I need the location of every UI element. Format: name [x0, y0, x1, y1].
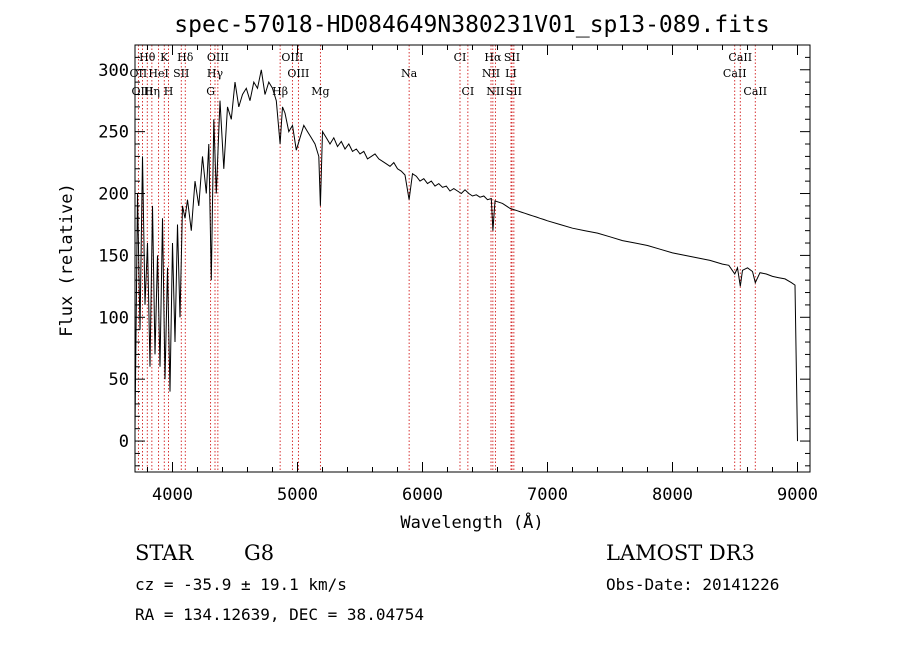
spectral-line-label: G: [206, 85, 215, 98]
spectral-line-label: H: [164, 85, 174, 98]
y-axis-ticks: 0 50 100 150 200 250 300: [98, 44, 810, 467]
coordinates-text: RA = 134.12639, DEC = 38.04754: [135, 605, 424, 624]
x-tick-label: 9000: [777, 485, 818, 505]
spectral-line-label: Hγ: [207, 67, 224, 80]
y-tick-label: 0: [119, 432, 129, 452]
obs-date-text: Obs-Date: 20141226: [606, 575, 779, 594]
spectral-line-label: OIII: [287, 67, 309, 80]
spectral-line-label: CaII: [728, 51, 752, 64]
spectral-line-label: LI: [505, 67, 517, 80]
spectral-line-label: OIII: [207, 51, 229, 64]
spectral-line-label: CaII: [743, 85, 767, 98]
y-tick-label: 200: [98, 185, 129, 205]
spectral-line-label: OIII: [281, 51, 303, 64]
spectral-line-label: SII: [173, 67, 189, 80]
spectral-line-markers: [137, 45, 756, 472]
subclass: G8: [244, 541, 274, 565]
redshift-text: cz = -35.9 ± 19.1 km/s: [135, 575, 347, 594]
x-tick-label: 8000: [652, 485, 693, 505]
object-type: STAR: [135, 541, 194, 565]
spectral-line-label: K: [160, 51, 169, 64]
y-tick-label: 250: [98, 123, 129, 143]
plot-frame: [134, 44, 811, 473]
chart-title: spec-57018-HD084649N380231V01_sp13-089.f…: [174, 12, 769, 38]
y-axis-label: Flux (relative): [57, 183, 77, 337]
x-tick-label: 6000: [402, 485, 443, 505]
spectral-line-label: HeI: [148, 67, 168, 80]
spectrum-series-line: [134, 69, 798, 442]
spectral-line-label: Hθ: [139, 51, 156, 64]
spectral-line-label: Hδ: [177, 51, 194, 64]
x-tick-label: 7000: [527, 485, 568, 505]
spectral-line-label: Mg: [311, 85, 329, 98]
y-tick-label: 50: [109, 370, 129, 390]
y-tick-label: 100: [98, 308, 129, 328]
spectral-line-label: Na: [401, 67, 418, 80]
spectral-line-label: CI: [461, 85, 474, 98]
x-tick-label: 4000: [152, 485, 193, 505]
x-tick-label: 5000: [277, 485, 318, 505]
x-axis-ticks: 4000 5000 6000 7000 8000 9000: [147, 45, 818, 505]
y-tick-label: 150: [98, 246, 129, 266]
survey-name: LAMOST DR3: [606, 541, 755, 565]
spectral-line-label: CaII: [723, 67, 747, 80]
spectral-line-label: Hα: [484, 51, 502, 64]
y-tick-label: 300: [98, 61, 129, 81]
spectral-line-label: Hβ: [272, 85, 288, 98]
spectral-line-label: OII: [130, 67, 148, 80]
spectral-line-label: Hη: [144, 85, 160, 98]
spectral-line-label: NII: [482, 67, 500, 80]
spectral-line-label: CI: [454, 51, 467, 64]
spectral-line-label: NII: [486, 85, 504, 98]
x-axis-label: Wavelength (Å): [400, 511, 543, 533]
spectral-line-label: SII: [504, 51, 520, 64]
spectral-line-label: SII: [506, 85, 522, 98]
